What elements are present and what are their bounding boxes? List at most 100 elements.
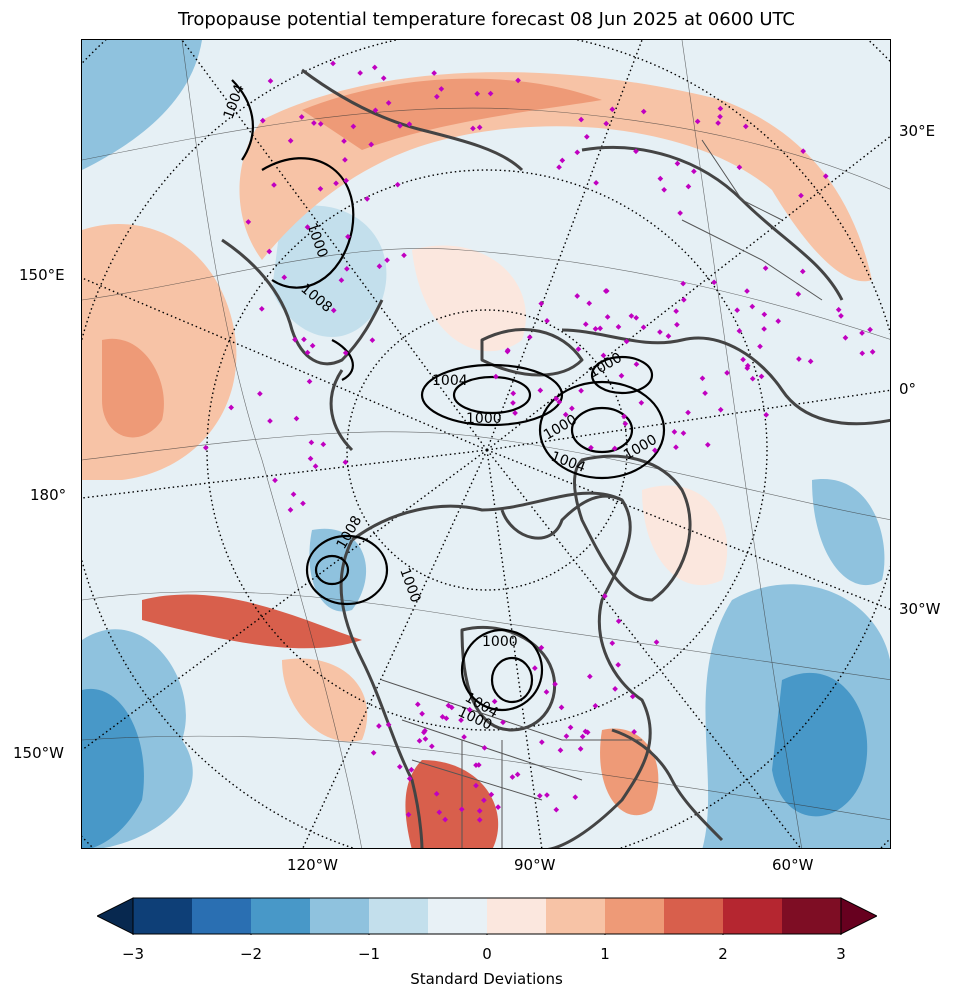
colorbar-bin — [369, 898, 429, 934]
station-marker — [592, 703, 599, 709]
station-marker — [638, 399, 645, 406]
lon-label-180: 180° — [30, 486, 67, 504]
station-marker — [618, 372, 625, 379]
lon-label-30w: 30°W — [899, 600, 941, 618]
lon-label-60w: 60°W — [772, 856, 814, 874]
station-marker — [512, 410, 518, 416]
station-marker — [674, 160, 681, 167]
station-marker — [842, 334, 849, 341]
station-marker — [677, 210, 683, 216]
station-marker — [603, 120, 610, 127]
station-marker — [317, 121, 324, 127]
station-marker — [749, 375, 756, 382]
station-marker — [717, 113, 723, 120]
map-panel: 1004 1000 1008 1004 1000 1000 1000 1004 … — [81, 39, 891, 849]
station-marker — [584, 133, 590, 140]
station-marker — [757, 343, 763, 350]
station-marker — [385, 721, 392, 728]
station-marker — [800, 148, 807, 154]
positive-anomaly-jet — [142, 594, 362, 649]
station-marker — [633, 314, 640, 321]
chart-title: Tropopause potential temperature forecas… — [177, 9, 796, 30]
station-marker — [509, 774, 516, 780]
station-marker — [495, 804, 501, 810]
station-marker — [572, 794, 579, 800]
station-marker — [694, 118, 701, 125]
station-marker — [609, 106, 616, 113]
station-marker — [320, 441, 327, 448]
colorbar-bin — [192, 898, 252, 934]
station-marker — [685, 409, 691, 416]
station-marker — [574, 149, 581, 156]
station-marker — [406, 121, 413, 127]
station-marker — [488, 791, 495, 798]
station-marker — [867, 326, 873, 333]
station-marker — [563, 733, 570, 740]
station-marker — [544, 792, 550, 798]
station-marker — [537, 387, 544, 394]
contour-label: 1000 — [482, 634, 518, 650]
station-marker — [628, 313, 635, 319]
negative-anomaly-siberia — [272, 205, 387, 338]
station-marker — [717, 406, 724, 413]
station-marker — [579, 733, 586, 740]
negative-anomaly-nw — [82, 40, 202, 170]
station-marker — [532, 665, 538, 671]
station-marker — [466, 706, 473, 713]
station-marker — [609, 640, 616, 646]
station-marker — [307, 455, 314, 462]
station-marker — [266, 248, 273, 255]
station-marker — [422, 736, 429, 742]
station-marker — [665, 333, 672, 339]
colorbar-tick-label: −2 — [239, 945, 263, 963]
station-marker — [370, 749, 377, 756]
station-marker — [341, 138, 347, 144]
positive-anomaly-canada — [282, 658, 368, 742]
station-marker — [557, 747, 564, 754]
station-marker — [474, 90, 481, 97]
station-marker — [422, 727, 428, 734]
colorbar-tick-label: −1 — [357, 945, 381, 963]
colorbar-under-arrow — [97, 897, 134, 935]
colorbar-bin — [546, 898, 606, 934]
station-marker — [515, 77, 521, 84]
station-marker — [704, 441, 711, 448]
station-marker — [476, 124, 483, 131]
station-marker — [582, 321, 589, 328]
station-marker — [621, 413, 627, 420]
negative-anomaly-atlantic — [812, 479, 885, 586]
colorbar-bin — [782, 898, 842, 934]
station-marker — [330, 60, 336, 67]
station-marker — [371, 64, 378, 71]
station-marker — [536, 792, 543, 799]
colorbar-over-arrow — [840, 897, 877, 935]
station-marker — [458, 717, 464, 723]
station-marker — [304, 349, 311, 356]
station-marker — [558, 704, 565, 711]
lon-label-150e: 150°E — [19, 266, 65, 284]
station-marker — [838, 313, 844, 319]
station-marker — [405, 811, 412, 818]
station-marker — [433, 791, 440, 797]
station-marker — [476, 808, 483, 814]
station-marker — [559, 157, 566, 164]
station-marker — [556, 399, 563, 405]
station-marker — [372, 107, 379, 114]
station-marker — [342, 157, 348, 163]
station-marker — [385, 100, 392, 106]
lon-label-90w: 90°W — [514, 856, 556, 874]
contour-label: 1000 — [466, 411, 502, 427]
colorbar-tick-label: 2 — [718, 945, 728, 963]
station-marker — [287, 137, 294, 144]
station-marker — [431, 70, 437, 76]
station-marker — [775, 318, 782, 324]
station-marker — [510, 400, 516, 406]
station-marker — [736, 164, 743, 171]
lon-label-30e: 30°E — [899, 122, 936, 140]
station-marker — [633, 148, 639, 155]
colorbar-tick-label: −3 — [121, 945, 145, 963]
station-marker — [600, 352, 607, 359]
station-marker — [271, 182, 277, 188]
station-marker — [493, 373, 499, 380]
station-marker — [680, 280, 686, 287]
